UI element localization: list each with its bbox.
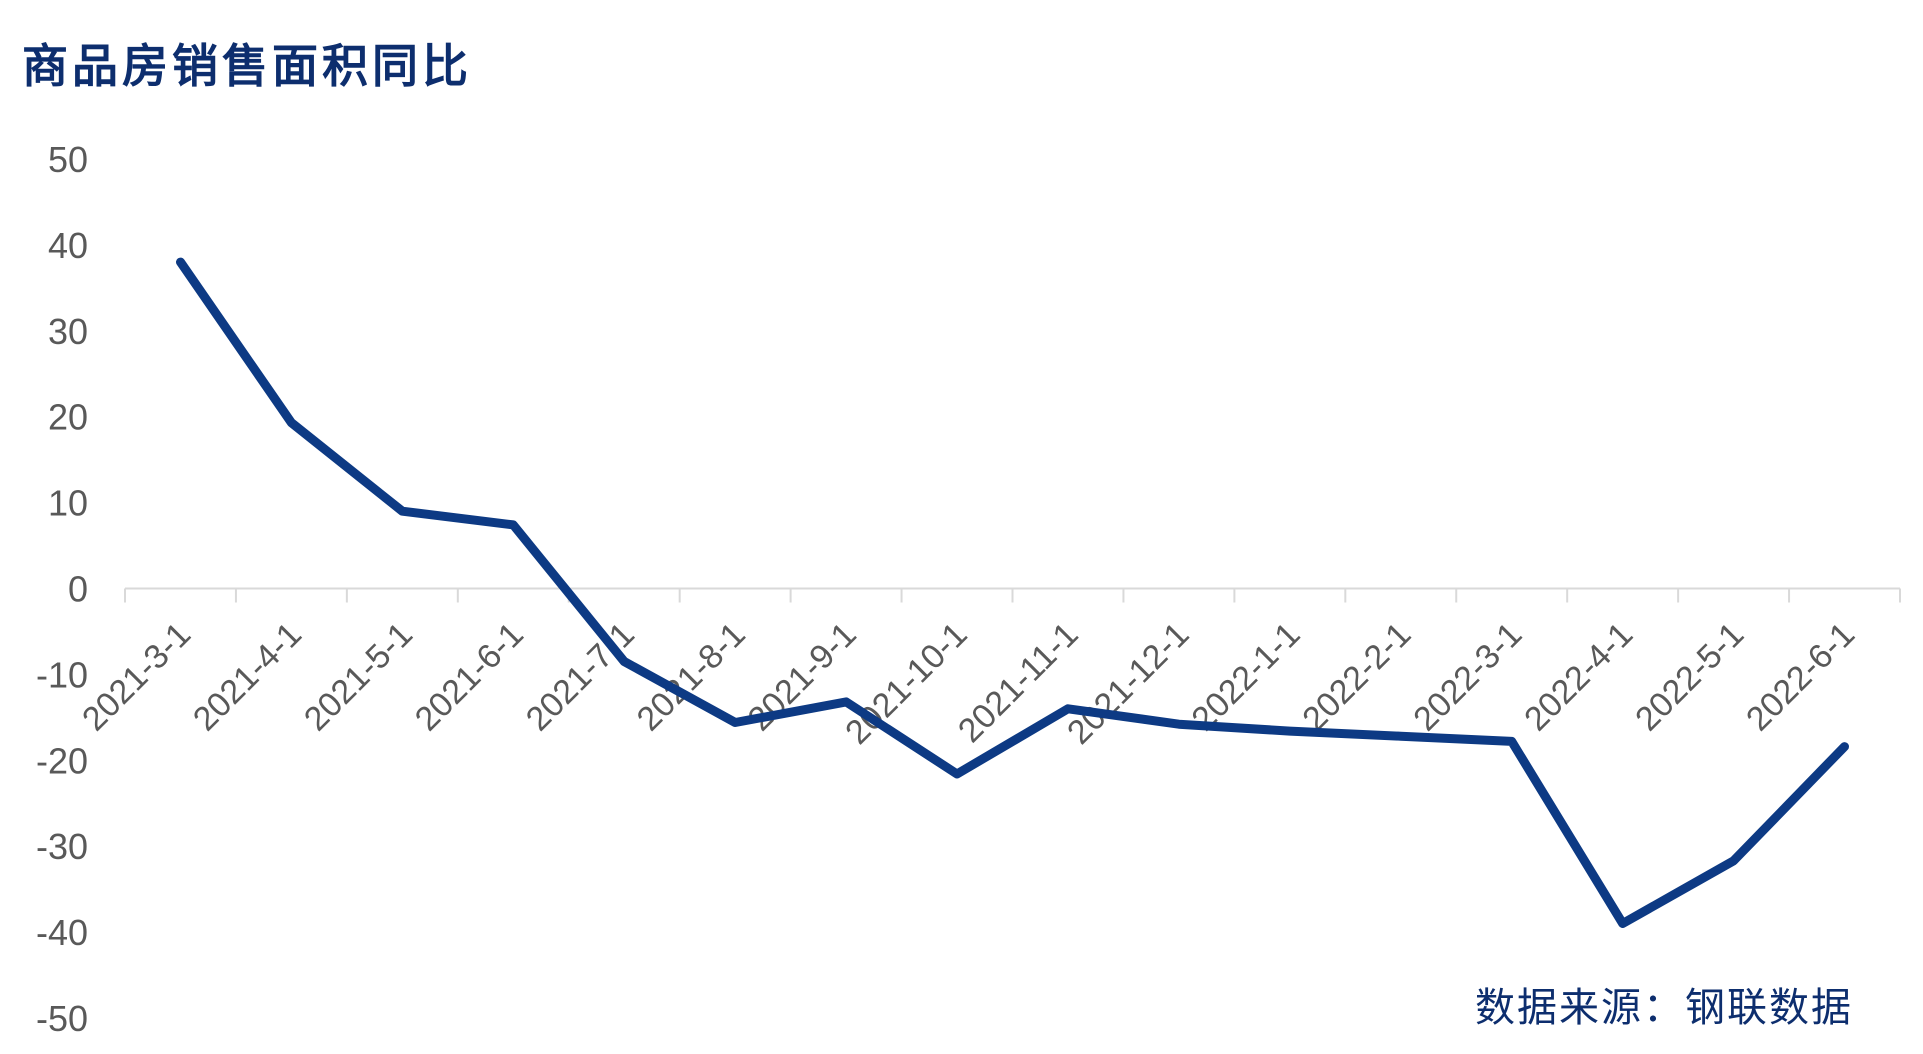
x-tick-label: 2021-10-1 [838, 615, 974, 751]
series-line-0 [176, 257, 1849, 928]
x-tick-label: 2022-6-1 [1739, 615, 1862, 738]
chart-title: 商品房销售面积同比 [22, 39, 472, 93]
x-tick-label: 2022-5-1 [1628, 615, 1751, 738]
x-axis-labels: 2021-3-12021-4-12021-5-12021-6-12021-7-1… [75, 615, 1862, 751]
series-group [176, 257, 1849, 928]
x-tick-label: 2022-3-1 [1406, 615, 1529, 738]
y-tick-label: 20 [48, 397, 88, 438]
x-tick-label: 2021-5-1 [297, 615, 420, 738]
y-tick-label: -40 [36, 912, 88, 953]
y-tick-label: -50 [36, 998, 88, 1039]
x-tick-label: 2021-6-1 [408, 615, 531, 738]
x-tick-label: 2021-7-1 [519, 615, 642, 738]
x-tick-label: 2021-4-1 [186, 615, 309, 738]
y-tick-label: 10 [48, 483, 88, 524]
y-tick-label: 0 [68, 569, 88, 610]
x-axis [124, 587, 1901, 603]
y-tick-label: -20 [36, 740, 88, 781]
y-tick-label: 50 [48, 139, 88, 180]
source-note: 数据来源：钢联数据 [1475, 985, 1853, 1031]
y-tick-label: 30 [48, 311, 88, 352]
y-tick-label: 40 [48, 225, 88, 266]
x-tick-label: 2022-4-1 [1517, 615, 1640, 738]
x-tick-label: 2021-12-1 [1060, 615, 1196, 751]
x-tick-label: 2021-3-1 [75, 615, 198, 738]
x-tick-label: 2022-2-1 [1295, 615, 1418, 738]
y-tick-label: -30 [36, 826, 88, 867]
y-tick-label: -10 [36, 654, 88, 695]
y-axis-ticks: 50 40 30 20 10 0 -10 -20 -30 -40 -50 [36, 139, 88, 1039]
x-tick-label: 2022-1-1 [1184, 615, 1307, 738]
